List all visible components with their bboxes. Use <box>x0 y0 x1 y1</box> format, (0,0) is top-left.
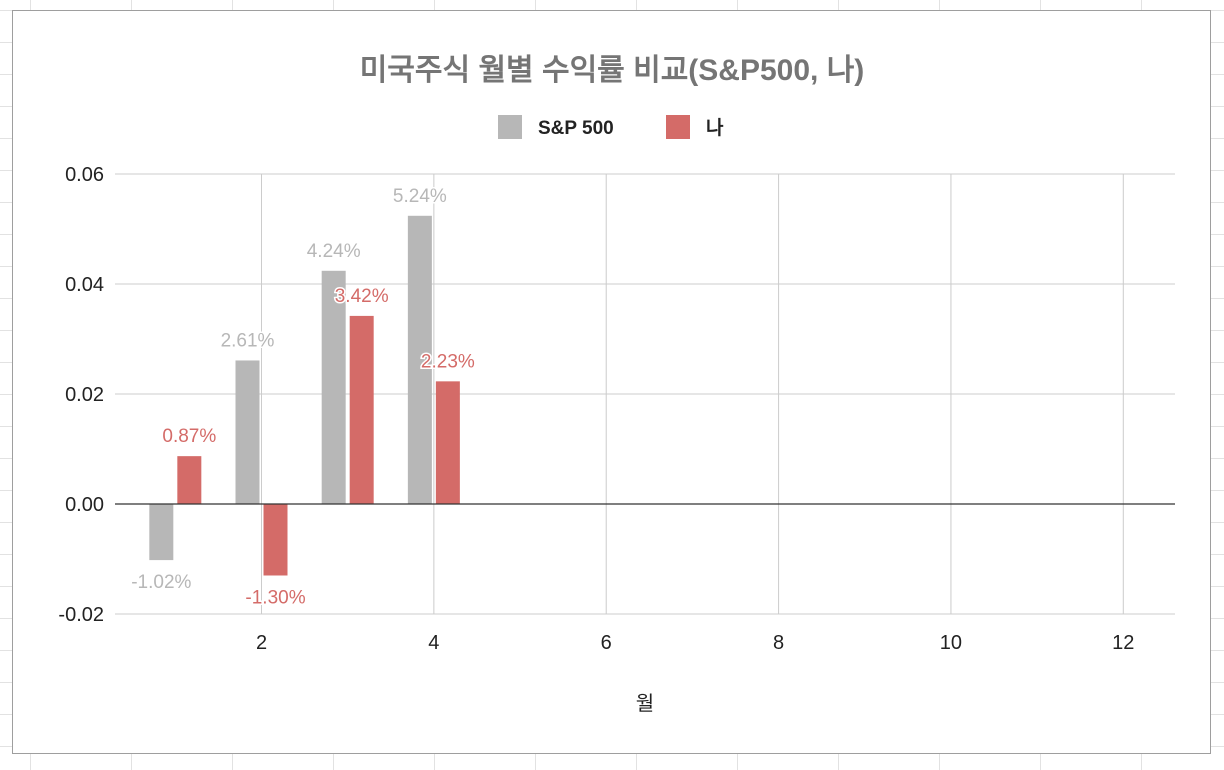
data-label: 0.87% <box>162 426 216 447</box>
data-label: 2.23% <box>421 351 475 372</box>
grid <box>115 173 1175 615</box>
bar <box>321 270 346 504</box>
data-labels: -1.02% 2.61% 4.24% 5.24% 0.87% -1.30% 3.42% 2.2… <box>130 184 477 610</box>
legend-label-sp500: S&P 500 <box>538 118 614 139</box>
data-label: 2.61% <box>221 330 275 351</box>
x-axis-ticks: 2 4 6 8 10 12 <box>256 632 1134 654</box>
bars <box>149 215 460 576</box>
legend[interactable]: S&P 500 나 <box>498 115 724 139</box>
legend-swatch-sp500 <box>498 115 522 139</box>
y-tick-label: 0.02 <box>65 384 104 406</box>
bar <box>149 504 174 561</box>
bar <box>435 381 460 504</box>
x-tick-label: 8 <box>773 632 784 654</box>
y-tick-label: -0.02 <box>58 604 104 626</box>
x-tick-label: 4 <box>428 632 439 654</box>
x-tick-label: 10 <box>940 632 962 654</box>
bar <box>349 315 374 504</box>
legend-item-sp500[interactable]: S&P 500 <box>498 115 614 139</box>
data-label: 5.24% <box>393 186 447 207</box>
data-label: -1.30% <box>245 588 305 609</box>
data-label: -1.02% <box>131 572 191 593</box>
y-axis-ticks: -0.02 0.00 0.02 0.04 0.06 <box>58 164 104 626</box>
x-axis-title: 월 <box>636 692 654 715</box>
y-tick-label: 0.04 <box>65 274 104 296</box>
bar <box>407 215 432 505</box>
x-tick-label: 6 <box>601 632 612 654</box>
legend-label-me: 나 <box>706 117 724 139</box>
x-tick-label: 12 <box>1112 632 1134 654</box>
legend-item-me[interactable]: 나 <box>666 115 724 139</box>
bar <box>235 360 260 504</box>
legend-swatch-me <box>666 115 690 139</box>
bar <box>263 504 288 576</box>
chart-frame[interactable] <box>12 10 1211 754</box>
data-label: 4.24% <box>307 241 361 262</box>
y-tick-label: 0.00 <box>65 494 104 516</box>
data-label: 3.42% <box>335 286 389 307</box>
x-tick-label: 2 <box>256 632 267 654</box>
bar <box>177 456 202 504</box>
y-tick-label: 0.06 <box>65 164 104 186</box>
chart-title: 미국주식 월별 수익률 비교(S&P500, 나) <box>360 54 865 87</box>
